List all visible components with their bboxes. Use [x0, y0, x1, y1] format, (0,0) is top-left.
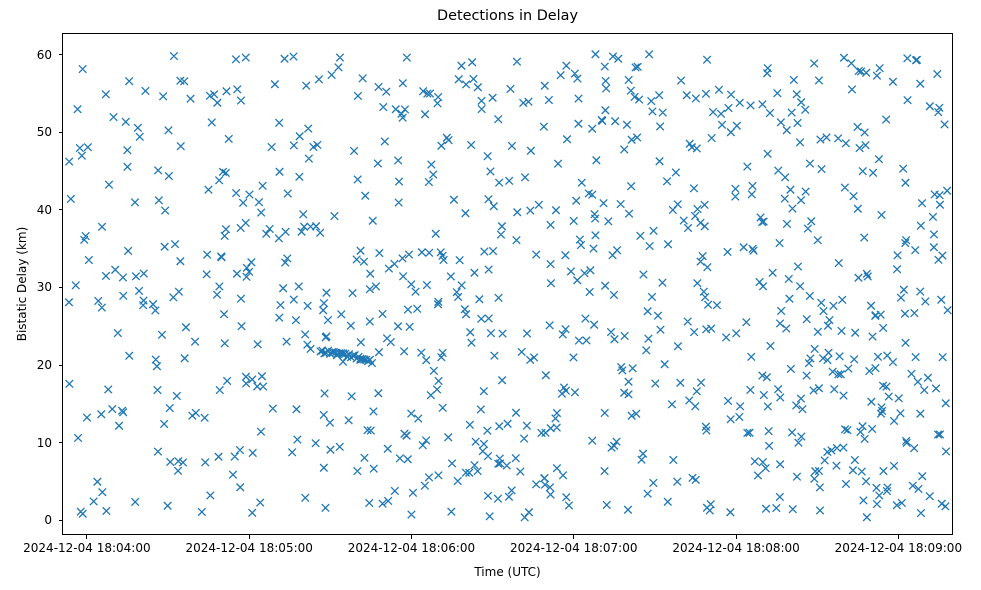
y-tick-label: 50 — [36, 125, 52, 140]
y-tick-mark — [58, 286, 62, 289]
y-tick-label: 20 — [36, 358, 52, 373]
x-tick-label: 2024-12-04 18:06:00 — [347, 541, 476, 555]
y-tick-mark — [58, 209, 62, 211]
y-axis-label: Bistatic Delay (km) — [15, 226, 29, 342]
plot-area — [62, 33, 953, 535]
y-tick-label: 0 — [44, 513, 52, 528]
x-tick-mark — [573, 535, 575, 539]
x-tick-mark — [248, 535, 250, 539]
y-tick-mark — [58, 131, 62, 133]
x-tick-label: 2024-12-04 18:09:00 — [834, 541, 963, 555]
scatter-marker-group — [64, 50, 952, 522]
page-title: Detections in Delay — [437, 8, 578, 24]
y-tick-label: 40 — [36, 202, 52, 217]
x-tick-mark — [410, 535, 413, 539]
scatter-markers — [64, 50, 952, 522]
y-tick-mark — [58, 442, 62, 444]
scatter-series — [64, 50, 952, 522]
y-tick-label: 10 — [36, 435, 52, 450]
y-tick-label: 60 — [36, 47, 52, 62]
x-tick-label: 2024-12-04 18:07:00 — [510, 541, 638, 555]
x-tick-label: 2024-12-04 18:04:00 — [23, 541, 151, 555]
y-tick-mark — [58, 54, 62, 56]
y-tick-label: 30 — [36, 280, 52, 295]
x-tick-label: 2024-12-04 18:05:00 — [185, 541, 313, 555]
x-tick-mark — [86, 535, 88, 539]
x-axis-label: Time (UTC) — [474, 565, 541, 579]
y-tick-mark — [58, 519, 62, 521]
y-tick-mark — [58, 364, 62, 366]
x-tick-label: 2024-12-04 18:08:00 — [672, 541, 800, 555]
x-tick-mark — [897, 535, 899, 539]
x-tick-mark — [735, 535, 737, 539]
